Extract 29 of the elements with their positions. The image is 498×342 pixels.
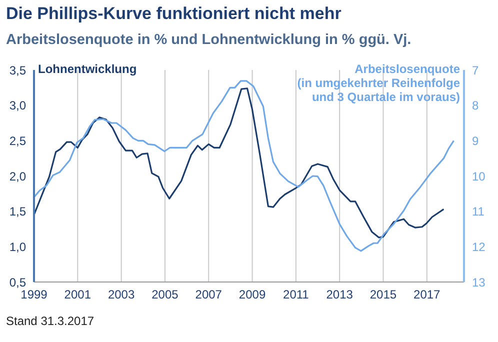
x-tick-label: 2005 [152,288,179,302]
y-tick-label: 2,0 [9,169,26,184]
x-tick-label: 2001 [64,288,92,302]
y2-tick-label: 9 [472,134,479,148]
x-tick-label: 2009 [238,288,266,302]
text: Stand 31.3.2017 [6,314,94,328]
y-tick-label: 1,0 [9,240,26,254]
y2-tick-label: 12 [472,240,486,254]
y2-tick-label: 13 [472,275,486,290]
text: Lohnentwicklung [38,62,137,76]
y-tick-label: 0,5 [9,275,26,290]
x-tick-label: 1999 [20,288,48,302]
y-tick-label: 3,5 [9,63,26,78]
x-tick-label: 2013 [326,288,354,302]
y2-tick-label: 7 [472,63,479,78]
x-tick-label: 2003 [108,288,135,302]
x-tick-label: 2011 [283,288,310,302]
y-tick-label: 1,5 [9,204,26,219]
chart-subtitle: Arbeitslosenquote in % und Lohnentwicklung in % ggü. Vj. [6,32,412,48]
y2-tick-label: 11 [472,204,485,219]
x-tick-label: 2015 [370,288,397,302]
y2-tick-label: 10 [472,169,486,184]
x-tick-label: 2017 [414,288,441,302]
x-tick-label: 2007 [195,288,222,302]
y-tick-label: 2,5 [9,134,26,148]
y-tick-label: 3,0 [9,98,26,113]
y2-tick-label: 8 [472,98,479,113]
text: Arbeitslosenquote (in umgekehrter Reihenfolge und 3 Quartale im voraus) [297,62,460,104]
chart-title: Die Phillips-Kurve funktioniert nicht mehr [6,4,342,24]
